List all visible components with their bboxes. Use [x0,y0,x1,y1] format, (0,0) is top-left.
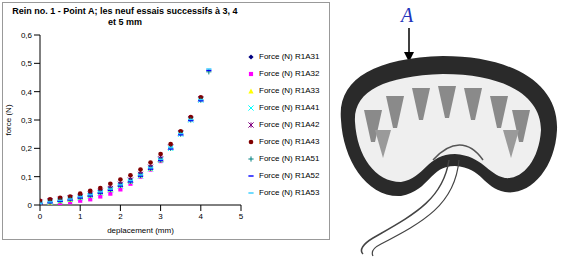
svg-text:A: A [399,4,414,26]
svg-text:0,5: 0,5 [21,59,33,68]
svg-text:0: 0 [38,212,43,221]
html-text:Force (N) R1A52: Force (N) R1A52 [259,171,320,180]
svg-text:deplacement (mm): deplacement (mm) [107,226,174,235]
html-text:Force (N) R1A51: Force (N) R1A51 [259,154,320,163]
svg-text:0: 0 [28,201,33,210]
html-text:Force (N) R1A41: Force (N) R1A41 [259,103,320,112]
html-text:Force (N) R1A43: Force (N) R1A43 [259,137,320,146]
html-text:Force (N) R1A42: Force (N) R1A42 [259,120,320,129]
html-text:Force (N) R1A53: Force (N) R1A53 [259,188,320,197]
svg-text:1: 1 [78,212,83,221]
svg-text:force (N): force (N) [4,104,13,135]
svg-text:0,6: 0,6 [21,31,33,40]
html-text:Force (N) R1A32: Force (N) R1A32 [259,69,320,78]
svg-text:3: 3 [158,212,163,221]
svg-text:0,1: 0,1 [21,173,33,182]
svg-text:4: 4 [199,212,204,221]
svg-text:0,3: 0,3 [21,116,33,125]
svg-text:0,4: 0,4 [21,88,33,97]
html-text:Rein no. 1 - Point A; les neuf: Rein no. 1 - Point A; les neuf essais su… [12,6,238,27]
html-text:Force (N) R1A31: Force (N) R1A31 [259,52,320,61]
html-text:Force (N) R1A33: Force (N) R1A33 [259,86,320,95]
svg-text:5: 5 [239,212,244,221]
svg-text:2: 2 [118,212,123,221]
svg-text:0,2: 0,2 [21,144,33,153]
